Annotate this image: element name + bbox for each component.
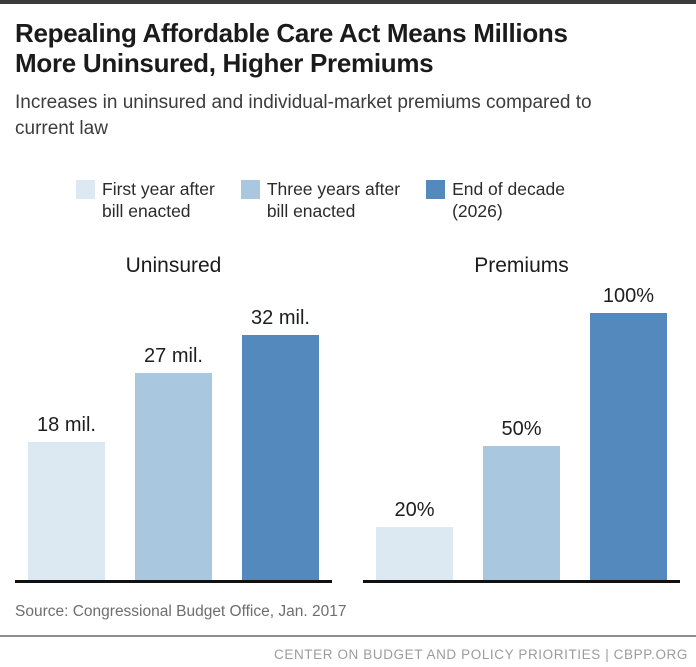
bar-value-label: 32 mil. [251, 307, 310, 329]
plot-area: 18 mil. 27 mil. 32 mil. [15, 286, 332, 583]
chart-uninsured: Uninsured 18 mil. 27 mil. 32 mil. [15, 254, 332, 583]
bar [135, 373, 212, 580]
legend-item: First year after bill enacted [76, 178, 215, 222]
legend-swatch-icon [240, 180, 260, 199]
bar-group: 32 mil. [242, 307, 319, 580]
legend-label: End of decade (2026) [452, 179, 565, 221]
top-border [0, 0, 696, 4]
chart-legend: First year after bill enacted Three years… [76, 178, 681, 222]
footer: CENTER ON BUDGET AND POLICY PRIORITIES |… [0, 635, 696, 664]
bar [483, 446, 560, 580]
legend-swatch-icon [426, 180, 446, 199]
charts-row: Uninsured 18 mil. 27 mil. 32 mil. Premiums… [15, 254, 681, 583]
page-title: Repealing Affordable Care Act Means Mill… [15, 18, 568, 78]
bar-value-label: 20% [394, 499, 435, 521]
bar-group: 27 mil. [135, 345, 212, 580]
bar-group: 20% [376, 499, 453, 580]
bar-value-label: 50% [501, 418, 542, 440]
plot-area: 20% 50% 100% [363, 285, 680, 583]
legend-item: Three years after bill enacted [240, 178, 401, 222]
page-subtitle: Increases in uninsured and individual-ma… [15, 92, 592, 139]
chart-premiums: Premiums 20% 50% 100% [363, 254, 680, 583]
chart-title: Uninsured [125, 254, 222, 277]
bar-group: 18 mil. [28, 414, 105, 580]
bar [376, 527, 453, 580]
bar [28, 442, 105, 580]
bar-value-label: 100% [602, 285, 655, 307]
bar [590, 313, 667, 580]
chart-title: Premiums [474, 254, 569, 277]
bar-value-label: 27 mil. [144, 345, 203, 367]
bar-group: 100% [590, 285, 667, 580]
bar-group: 50% [483, 418, 560, 580]
legend-swatch-icon [76, 180, 95, 199]
source-note: Source: Congressional Budget Office, Jan… [15, 603, 347, 620]
footer-credit: CENTER ON BUDGET AND POLICY PRIORITIES |… [274, 647, 688, 662]
legend-item: End of decade (2026) [426, 178, 565, 222]
bar [242, 335, 319, 580]
bar-value-label: 18 mil. [37, 414, 96, 436]
legend-label: Three years after bill enacted [266, 179, 401, 221]
legend-label: First year after bill enacted [102, 179, 215, 221]
